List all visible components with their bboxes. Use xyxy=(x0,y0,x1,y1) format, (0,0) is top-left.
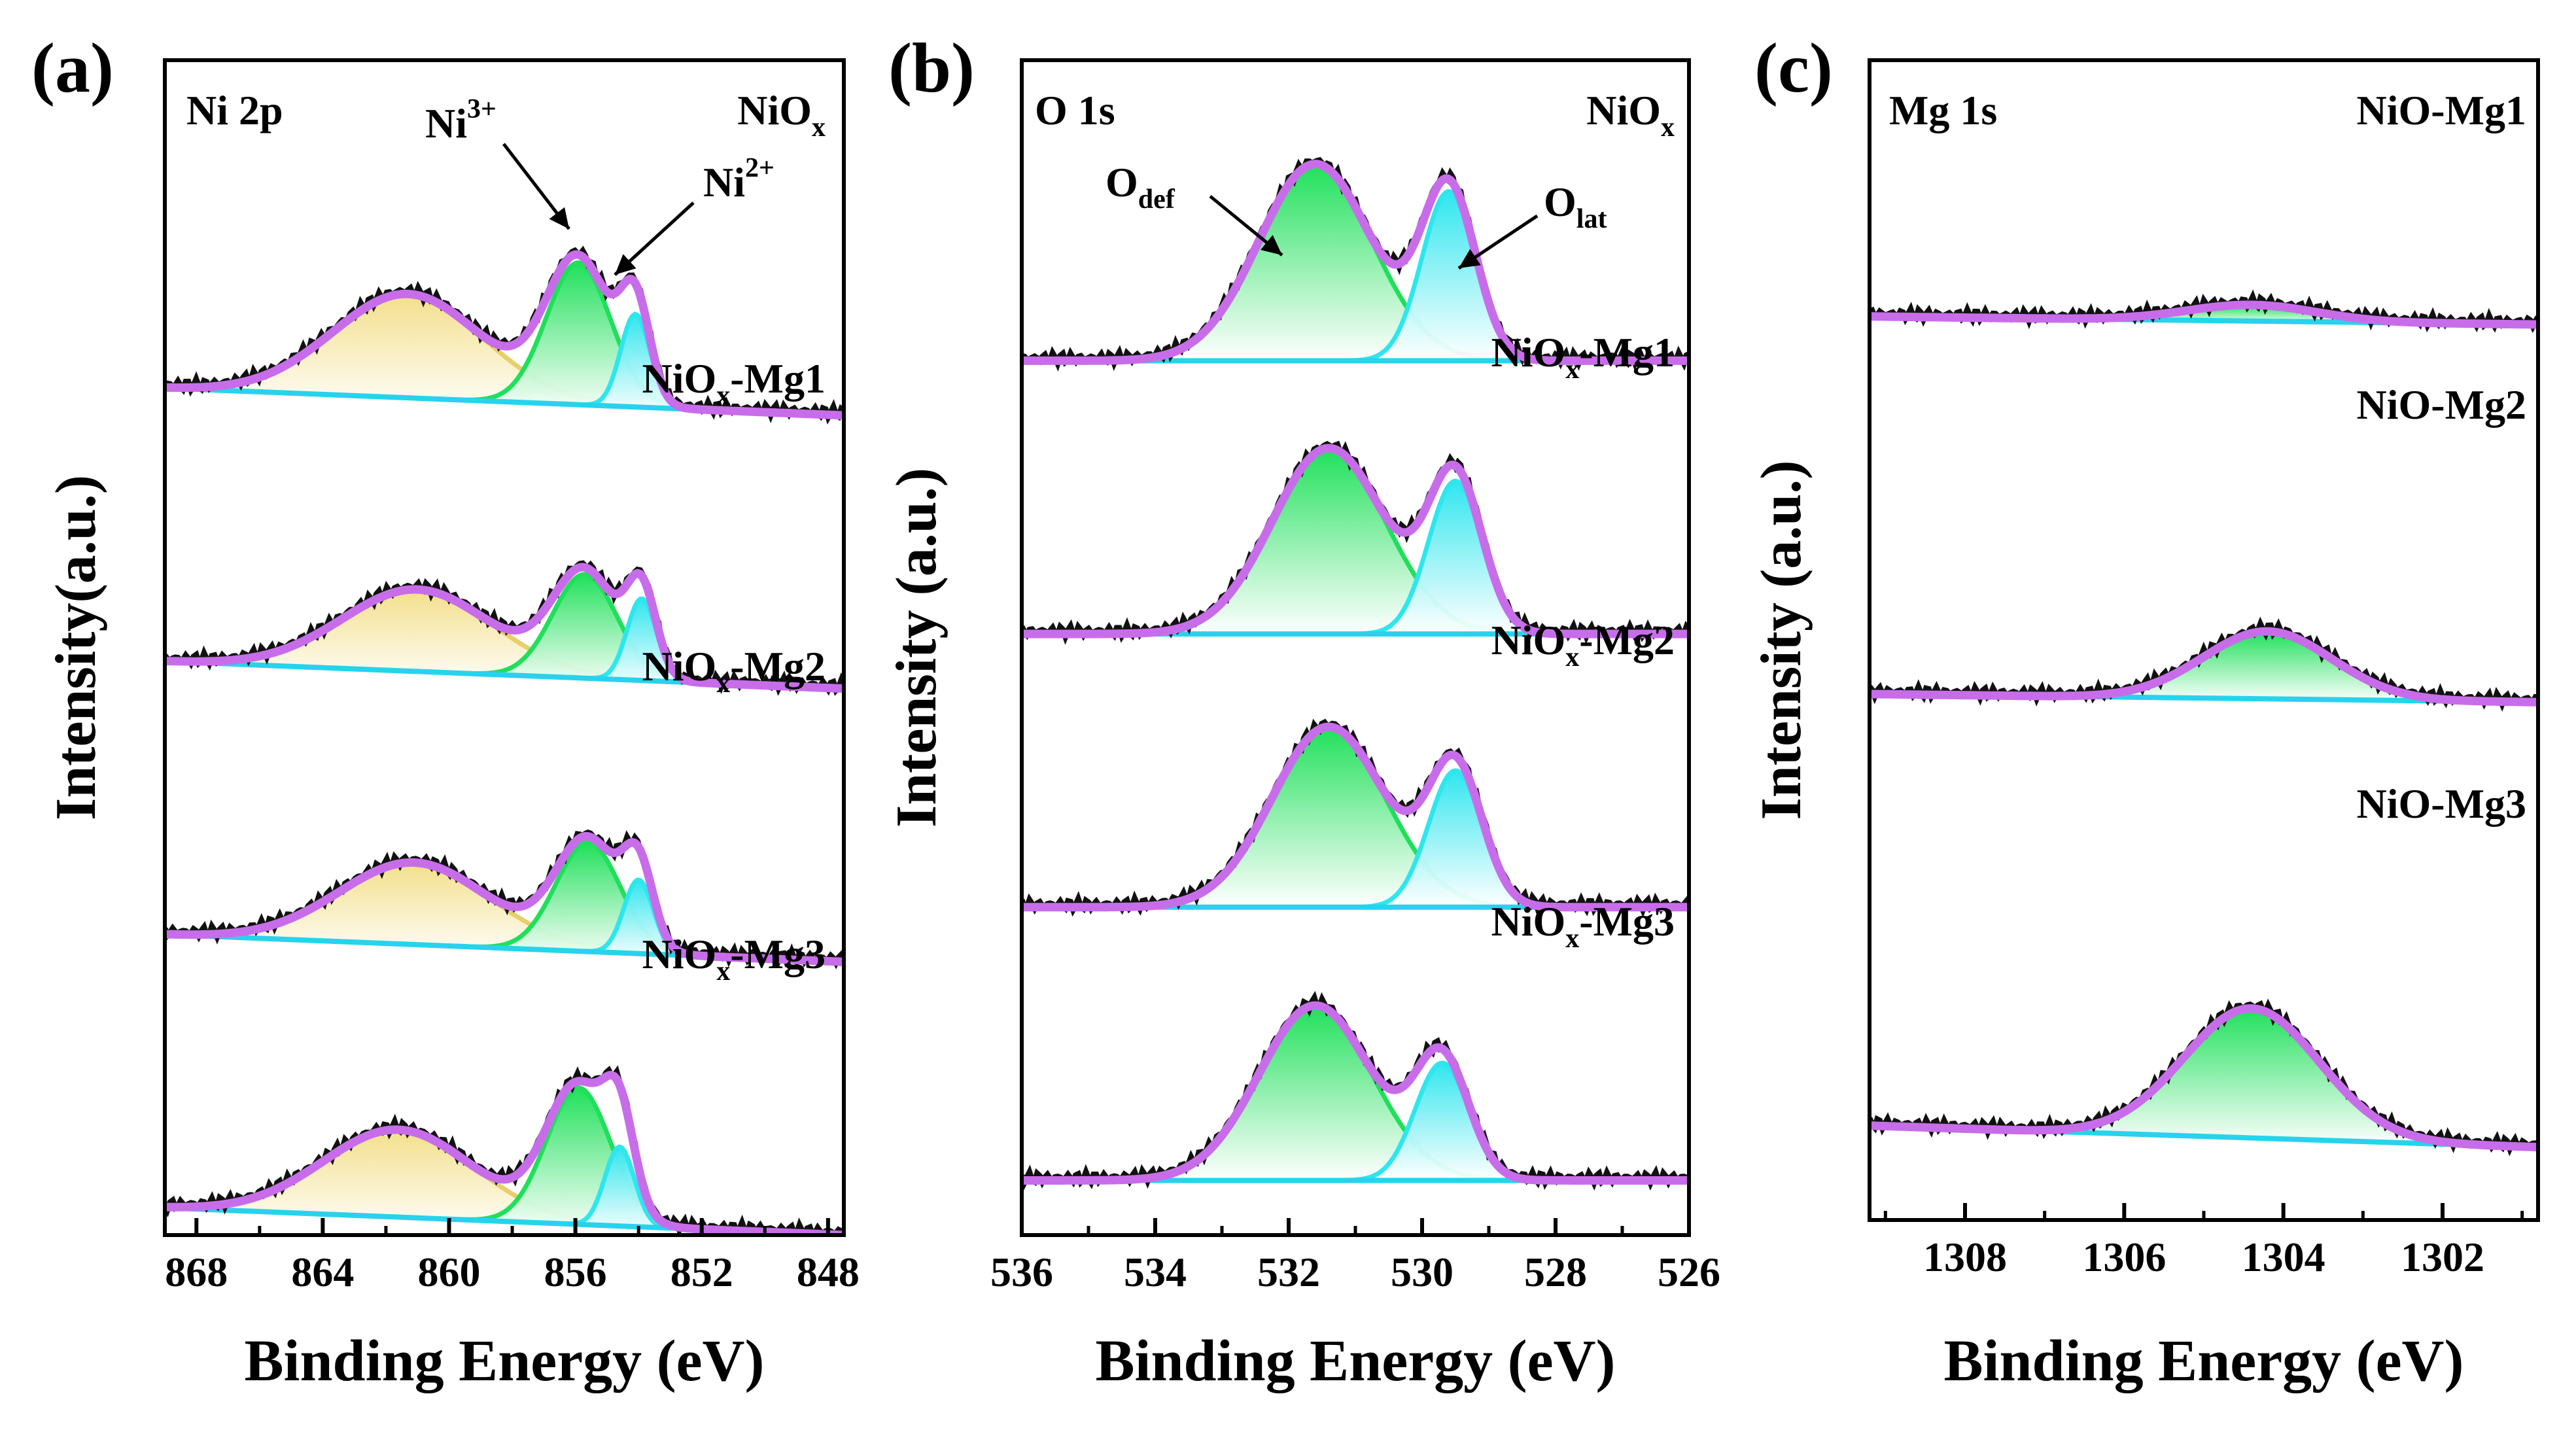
annotation: Ni3+ xyxy=(425,94,570,230)
series-NiOx-Mg3 xyxy=(165,1065,844,1235)
x-tick-label: 530 xyxy=(1391,1249,1453,1295)
spectrum-title: Ni 2p xyxy=(186,87,283,133)
spectrum-title: O 1s xyxy=(1035,87,1115,133)
plot-area xyxy=(165,245,844,1235)
series-NiO-Mg2 xyxy=(1870,616,2538,712)
series-NiOx xyxy=(165,245,844,425)
annotation-label: Ni2+ xyxy=(703,153,775,205)
series-NiO-Mg1 xyxy=(1870,289,2538,334)
series-label: NiOx-Mg2 xyxy=(642,643,826,699)
peak-odef xyxy=(1022,724,1689,910)
plot-area xyxy=(1022,157,1689,1191)
spectrum-title: Mg 1s xyxy=(1889,87,1997,133)
annotation: Odef xyxy=(1105,159,1283,256)
series-label: NiO-Mg1 xyxy=(2357,87,2527,133)
fit-envelope-line xyxy=(165,563,844,693)
annotation-label: Olat xyxy=(1544,179,1607,234)
series-NiOx-Mg3 xyxy=(1022,990,1689,1191)
series-NiOx-Mg2 xyxy=(1022,718,1689,918)
peak-odef xyxy=(1022,445,1689,637)
series-NiO-Mg3 xyxy=(1870,998,2538,1157)
series-label: NiOx​ xyxy=(737,87,826,143)
fit-envelope-line xyxy=(165,831,844,966)
arrow-head-icon xyxy=(549,207,569,229)
x-tick-label: 526 xyxy=(1658,1249,1720,1295)
peak-odef xyxy=(1022,1003,1689,1183)
x-axis-label: Binding Energy (eV) xyxy=(1095,1329,1615,1393)
arrow-head-icon xyxy=(1260,235,1282,255)
series-label: NiOx-Mg2 xyxy=(1491,617,1675,672)
fit-envelope-line xyxy=(1870,300,2538,329)
annotation: Olat xyxy=(1457,179,1607,270)
panel-1: 868 864 860 856 852 848 Binding Energy (eV) Int… xyxy=(31,29,860,1393)
panel-label: (c) xyxy=(1754,29,1833,107)
series-label: NiOx​ xyxy=(1586,87,1675,143)
series-label: NiO-Mg3 xyxy=(2357,780,2527,827)
panel-2: 536 534 532 530 528 526 Binding Energy (eV) Int… xyxy=(885,29,1720,1393)
y-axis-label: Intensity(a.u.) xyxy=(44,475,108,820)
series-label: NiOx-Mg3 xyxy=(642,931,826,986)
x-tick-label: 860 xyxy=(418,1249,481,1295)
fit-envelope-line xyxy=(1870,1004,2538,1152)
series-label: NiOx-Mg3 xyxy=(1491,898,1675,954)
x-tick-label: 528 xyxy=(1524,1249,1587,1295)
arrow-head-icon xyxy=(1459,249,1481,268)
x-axis-label: Binding Energy (eV) xyxy=(244,1329,764,1393)
annotation-label: Ni3+ xyxy=(425,94,496,147)
x-tick-label: 864 xyxy=(291,1249,354,1295)
fit-envelope-line xyxy=(165,250,844,420)
panel-3: 1308 1306 1304 1302 Binding Energy (eV) Inten… xyxy=(1750,29,2540,1393)
y-axis-label: Intensity (a.u.) xyxy=(1750,460,1813,820)
series-label: NiO-Mg2 xyxy=(2357,381,2527,428)
x-tick-label: 536 xyxy=(990,1249,1053,1295)
y-axis-label: Intensity (a.u.) xyxy=(885,468,949,828)
fit-envelope-line xyxy=(1022,444,1689,638)
x-tick-label: 532 xyxy=(1257,1249,1320,1295)
panel-label: (a) xyxy=(31,29,114,107)
x-tick-label: 1302 xyxy=(2401,1234,2484,1280)
fit-envelope-line xyxy=(1022,722,1689,912)
x-axis-label: Binding Energy (eV) xyxy=(1943,1329,2463,1393)
plot-frame xyxy=(163,58,846,1237)
x-tick-label: 534 xyxy=(1124,1249,1187,1295)
fit-envelope-line xyxy=(1022,160,1689,365)
x-tick-label: 1304 xyxy=(2242,1234,2325,1280)
series-label: NiOx-Mg1 xyxy=(1491,329,1675,385)
fit-envelope-line xyxy=(1022,1001,1689,1185)
series-label: NiOx-Mg1 xyxy=(642,355,826,411)
series-NiOx-Mg1 xyxy=(165,560,844,696)
plot-area xyxy=(1870,289,2538,1157)
x-tick-label: 1306 xyxy=(2082,1234,2166,1280)
fit-envelope-line xyxy=(165,1071,844,1235)
x-tick-label: 868 xyxy=(165,1249,228,1295)
series-NiOx xyxy=(1022,157,1689,372)
annotation: Ni2+ xyxy=(614,153,775,276)
series-NiOx-Mg1 xyxy=(1022,440,1689,645)
fit-envelope-line xyxy=(1870,627,2538,706)
arrow-head-icon xyxy=(615,254,636,275)
x-tick-label: 852 xyxy=(670,1249,733,1295)
x-tick-label: 856 xyxy=(544,1249,607,1295)
annotation-label: Odef xyxy=(1105,159,1175,215)
x-tick-label: 1308 xyxy=(1923,1234,2007,1280)
x-tick-label: 848 xyxy=(797,1249,860,1295)
panel-label: (b) xyxy=(888,29,975,107)
